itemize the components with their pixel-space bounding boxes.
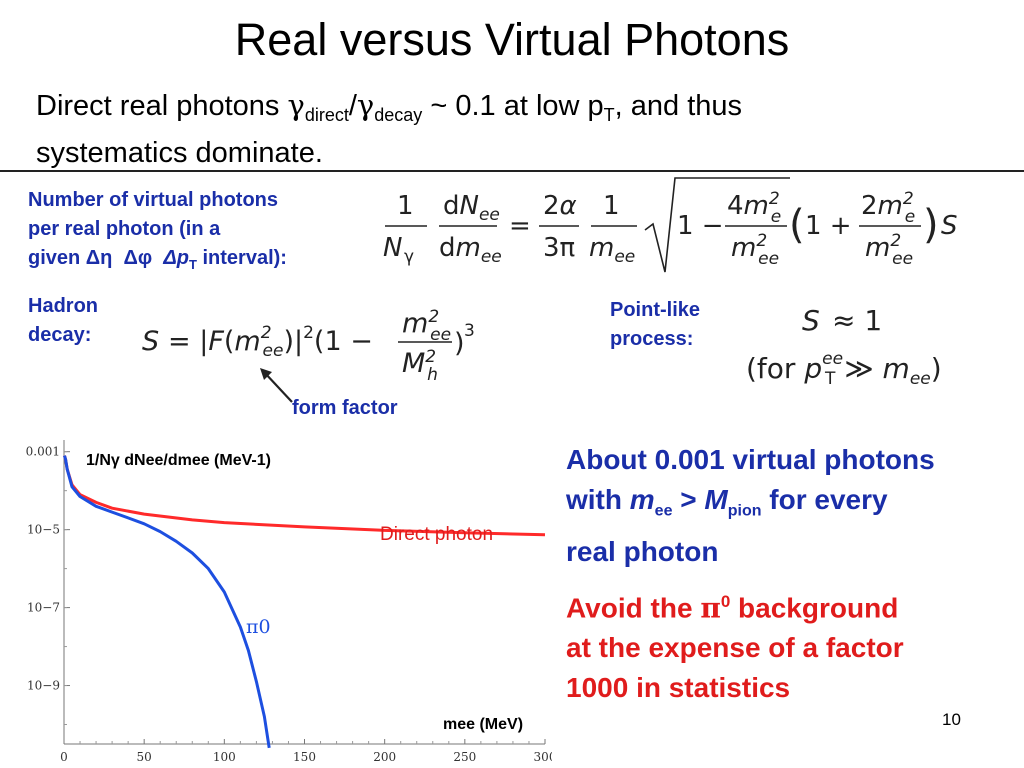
svg-text:3π: 3π: [543, 233, 575, 263]
avoid-line3: 1000 in statistics: [566, 672, 791, 704]
avoid-the: Avoid the: [566, 592, 701, 624]
svg-text:dmee: dmee: [439, 233, 502, 267]
about-ee: ee: [654, 502, 673, 520]
svg-text:≈ 1: ≈ 1: [832, 304, 882, 337]
subscript-direct: direct: [304, 105, 349, 125]
about-M: M: [704, 484, 728, 515]
svg-text:M2h: M2 h: [402, 347, 438, 382]
point-like-label: Point-like process:: [610, 296, 700, 354]
virtual-photons-label: Number of virtual photons per real photo…: [28, 186, 368, 279]
delta-pt: Δp: [163, 247, 189, 269]
about-for-every: for every: [761, 484, 888, 515]
hadron-line1: Hadron: [28, 295, 98, 317]
point-like-formula: S ≈ 1 (for pee T ≫ mee): [746, 304, 942, 389]
svg-text:1 +: 1 +: [805, 211, 852, 241]
form-factor-arrow: [260, 368, 293, 403]
svg-text:N: N: [383, 233, 402, 263]
y-tick-label: 10−5: [27, 523, 60, 537]
x-tick-label: 0: [60, 750, 68, 764]
avoid-zero: 0: [720, 592, 731, 611]
svg-text:): ): [923, 202, 939, 248]
about-line3: real photon: [566, 535, 719, 567]
chart-ylabel: 1/Nγ dNee/dmee (MeV-1): [86, 452, 271, 469]
page-number: 10: [942, 710, 961, 729]
hadron-decay-label: Hadron decay:: [28, 292, 98, 350]
svg-text:1: 1: [603, 191, 620, 221]
svg-text:): ): [454, 328, 465, 359]
x-tick-label: 150: [293, 750, 316, 764]
mass-spectrum-chart: 0 50 100 150 200 250 300 0.001 10−5 10−7 10−9: [26, 440, 552, 764]
avoid-background: background: [730, 592, 899, 624]
x-tick-label: 50: [137, 750, 152, 764]
avoid-text: Avoid the π0 background at the expense o…: [566, 582, 1024, 708]
slash: /: [348, 90, 357, 122]
subscript-decay: decay: [374, 105, 423, 125]
x-tick-label: 300: [534, 750, 552, 764]
svg-text:(: (: [789, 202, 805, 248]
slide-subtitle: Direct real photons γdirect/γdecay ~ 0.1…: [36, 86, 936, 172]
svg-text:mee: mee: [589, 233, 635, 267]
svg-text:=: =: [509, 211, 531, 241]
virtual-interval: interval):: [196, 247, 287, 269]
x-tick-label: 200: [373, 750, 396, 764]
svg-text:1 −: 1 −: [677, 211, 724, 241]
form-factor-label: form factor: [292, 397, 398, 419]
subtitle-prefix: Direct real photons: [36, 90, 288, 122]
chart-xlabel: mee (MeV): [443, 716, 524, 733]
direct-photon-annotation: Direct photon: [380, 524, 494, 545]
svg-text:2α: 2α: [543, 191, 577, 221]
svg-text:S: S: [941, 211, 958, 241]
subtitle-suffix: , and thus: [614, 90, 743, 122]
virtual-label-line2: per real photon (in a: [28, 218, 221, 240]
virtual-label-line1: Number of virtual photons: [28, 189, 278, 211]
hadron-line2: decay:: [28, 324, 92, 346]
y-tick-label: 10−9: [27, 679, 60, 693]
avoid-pi: π: [700, 591, 721, 625]
svg-text:γ: γ: [404, 247, 414, 267]
x-tick-label: 100: [213, 750, 236, 764]
gamma-symbol: γ: [287, 88, 305, 122]
svg-text:dNee: dNee: [443, 191, 500, 225]
virtual-label-line3: given Δη Δφ ΔpT interval):: [28, 244, 368, 279]
x-tick-label: 250: [453, 750, 476, 764]
about-m: m: [629, 484, 655, 515]
about-line2: with mee > Mpion for every: [566, 480, 1024, 532]
pt-subscript: T: [188, 257, 197, 272]
about-with: with: [566, 484, 630, 515]
about-text: About 0.001 virtual photons with mee > M…: [566, 440, 1024, 572]
about-pion: pion: [727, 502, 762, 520]
y-tick-label: 10−7: [27, 601, 60, 615]
subscript-T: T: [603, 105, 615, 125]
point-line1: Point-like: [610, 299, 701, 321]
delta-phi: Δφ: [123, 247, 153, 269]
subtitle-middle: ~ 0.1 at low p: [422, 90, 604, 122]
pi0-annotation: π0: [246, 616, 271, 638]
avoid-line1: Avoid the π0 background: [566, 582, 1024, 628]
slide-title: Real versus Virtual Photons: [234, 14, 790, 65]
divider: [0, 170, 1024, 172]
svg-text:3: 3: [464, 321, 475, 341]
svg-text:S: S: [802, 304, 820, 337]
delta-eta: Δη: [85, 247, 113, 269]
pi0-line: [63, 455, 271, 749]
virtual-given: given: [28, 247, 86, 269]
svg-text:S: S: [142, 326, 159, 357]
about-gt: >: [672, 484, 705, 515]
hadron-decay-formula: S = |F(m2 ee)|2(1 − m2 ee M2 h ) 3: [142, 307, 475, 382]
about-line1: About 0.001 virtual photons: [566, 444, 935, 475]
avoid-line2: at the expense of a factor: [566, 632, 904, 664]
svg-text:1: 1: [397, 191, 414, 221]
point-line2: process:: [610, 328, 694, 350]
subtitle-line2: systematics dominate.: [36, 137, 323, 169]
gamma-symbol-2: γ: [356, 88, 375, 122]
y-tick-label: 0.001: [26, 445, 60, 459]
